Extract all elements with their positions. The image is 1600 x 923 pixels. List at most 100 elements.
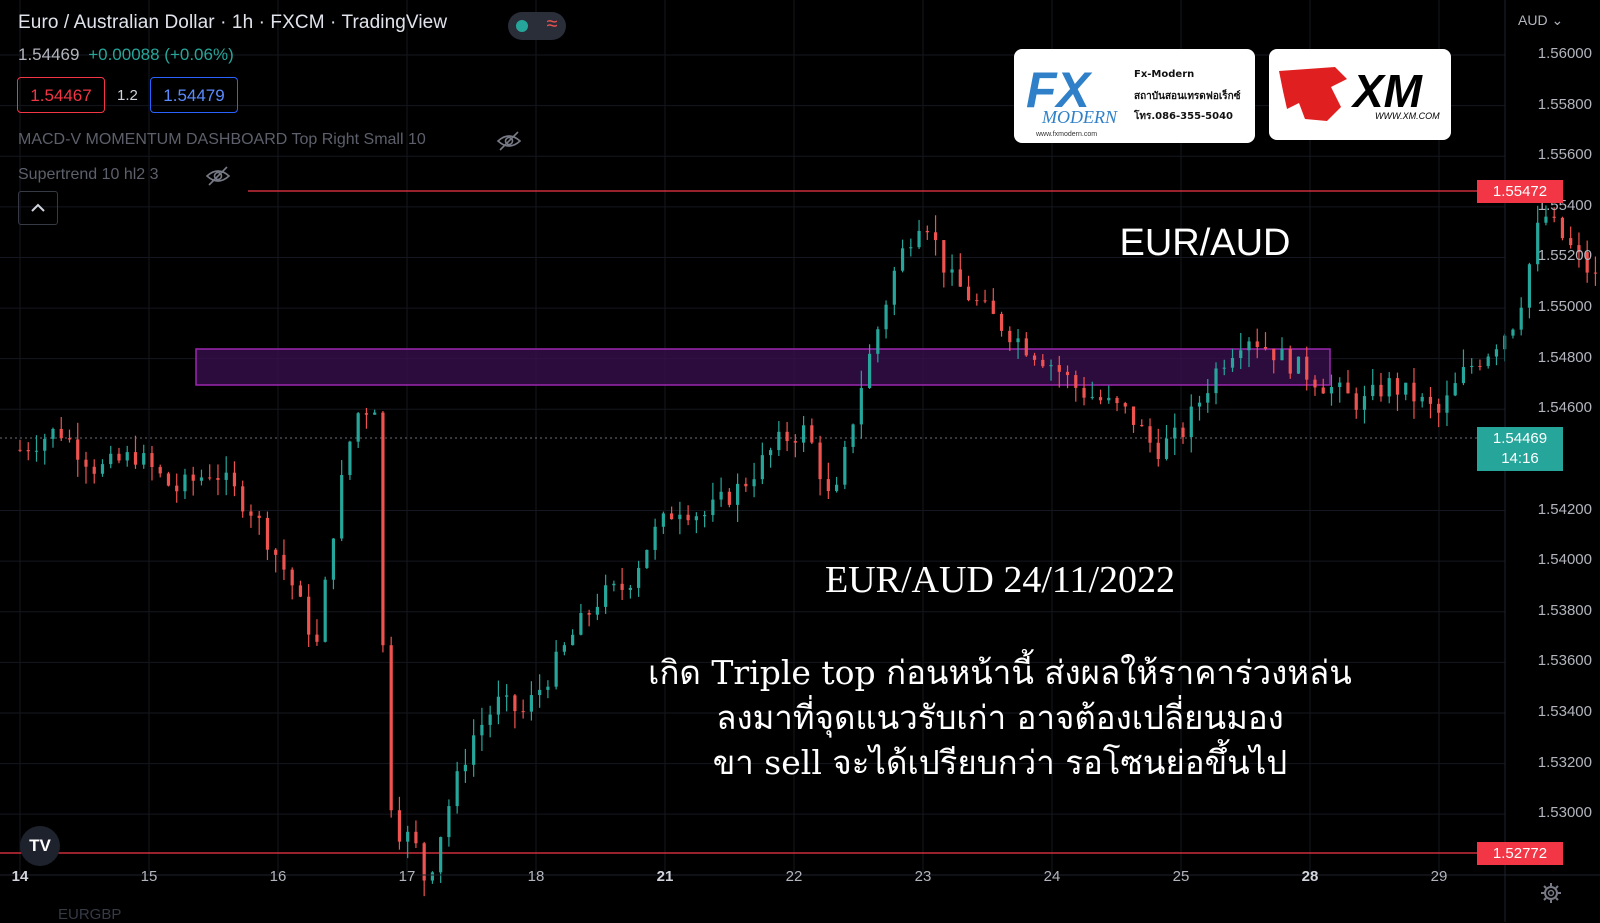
candle-down — [389, 645, 393, 811]
candle-down — [175, 485, 179, 492]
price-axis-label: 1.53400 — [1537, 702, 1592, 720]
candle-down — [1272, 348, 1276, 361]
candle-down — [298, 585, 303, 597]
candle-up — [447, 806, 451, 838]
support-price-tag: 1.52772 — [1477, 842, 1563, 865]
sell-button[interactable]: 1.54467 — [17, 77, 105, 113]
candle-down — [1032, 355, 1037, 360]
candle-down — [670, 513, 674, 520]
candle-up — [1206, 393, 1210, 403]
candle-down — [620, 583, 624, 590]
chevron-up-icon — [31, 203, 45, 212]
collapse-legend-button[interactable] — [18, 191, 58, 225]
candle-up — [892, 270, 896, 305]
candle-down — [59, 428, 63, 439]
candle-down — [76, 439, 80, 460]
time-axis-label: 22 — [785, 868, 803, 885]
candle-up — [439, 837, 443, 873]
candle-down — [282, 554, 286, 570]
candle-down — [1065, 371, 1070, 376]
candle-up — [1247, 341, 1251, 351]
eye-off-icon[interactable] — [496, 130, 522, 157]
candle-up — [711, 499, 715, 516]
time-axis-label: 21 — [656, 868, 674, 885]
candle-down — [933, 232, 938, 241]
candle-up — [1494, 349, 1499, 357]
resistance-price-tag: 1.55472 — [1477, 180, 1563, 203]
xm-brand: XM — [1350, 65, 1424, 117]
candle-down — [1305, 356, 1309, 380]
candle-down — [232, 472, 237, 487]
buy-button[interactable]: 1.54479 — [150, 77, 238, 113]
candle-up — [455, 771, 459, 807]
candle-down — [1593, 272, 1598, 274]
tradingview-logo-icon[interactable]: TV — [20, 826, 60, 866]
candle-up — [1511, 329, 1515, 336]
candle-up — [1544, 216, 1548, 223]
settings-gear-icon[interactable] — [1540, 882, 1562, 909]
spread-value: 1.2 — [117, 87, 138, 104]
candle-up — [876, 329, 880, 354]
candle-up — [1222, 367, 1226, 369]
price-axis-label: 1.54800 — [1537, 348, 1592, 366]
pair-title: EUR/AUD — [1119, 222, 1291, 264]
candle-up — [645, 549, 649, 568]
candle-down — [26, 450, 30, 452]
candle-down — [1123, 403, 1127, 407]
candle-up — [1296, 356, 1301, 374]
candle-down — [18, 449, 22, 451]
xm-logo: XM WWW.XM.COM — [1269, 49, 1451, 140]
candle-up — [538, 689, 542, 696]
analysis-note: เกิด Triple top ก่อนหน้านี้ ส่งผลให้ราคา… — [590, 650, 1410, 785]
candle-up — [752, 479, 756, 487]
date-caption: EUR/AUD 24/11/2022 — [824, 559, 1176, 601]
candle-down — [1041, 359, 1045, 367]
fx-modern-tagline: สถาบันสอนเทรดฟอเร็กซ์ — [1134, 88, 1241, 102]
candle-down — [208, 477, 212, 479]
candle-down — [1024, 338, 1028, 356]
candle-up — [356, 413, 360, 442]
candle-up — [340, 474, 344, 539]
candle-up — [1090, 397, 1094, 399]
last-price-tag-value: 1.54469 — [1492, 430, 1548, 447]
candle-up — [125, 452, 129, 461]
candle-down — [257, 515, 261, 518]
time-axis-label: 15 — [140, 868, 158, 885]
indicator-supertrend-label[interactable]: Supertrend 10 hl2 3 — [18, 166, 159, 183]
price-axis-label: 1.53000 — [1537, 804, 1592, 822]
candle-up — [768, 450, 773, 456]
candle-down — [999, 313, 1004, 331]
wave-icon: ≈ — [546, 13, 558, 35]
candle-up — [1445, 395, 1449, 413]
eye-off-icon[interactable] — [205, 165, 231, 192]
candle-up — [472, 735, 476, 765]
candle-up — [777, 431, 781, 451]
candle-up — [1016, 338, 1020, 343]
candle-up — [637, 567, 641, 588]
candle-down — [1577, 245, 1581, 253]
candle-up — [1486, 356, 1490, 366]
analysis-line-1: เกิด Triple top ก่อนหน้านี้ ส่งผลให้ราคา… — [648, 653, 1352, 692]
candle-up — [1049, 365, 1053, 367]
candle-down — [1181, 427, 1185, 438]
candle-down — [397, 810, 402, 842]
indicator-macd-label[interactable]: MACD-V MOMENTUM DASHBOARD Top Right Smal… — [18, 131, 426, 148]
time-axis-label: 29 — [1430, 868, 1448, 885]
candle-up — [760, 455, 764, 480]
symbol-title[interactable]: Euro / Australian Dollar · 1h · FXCM · T… — [18, 12, 448, 33]
candle-down — [1585, 252, 1589, 273]
candle-up — [505, 695, 509, 697]
time-axis-label: 14 — [11, 868, 29, 885]
candle-down — [1115, 397, 1119, 404]
candle-up — [571, 634, 575, 646]
time-axis-label: 16 — [269, 868, 287, 885]
currency-menu[interactable]: AUD ⌄ — [1518, 12, 1563, 29]
candle-up — [736, 483, 740, 505]
candle-down — [364, 413, 369, 415]
candle-down — [1354, 393, 1358, 410]
candle-down — [1156, 442, 1160, 459]
candle-down — [966, 286, 971, 301]
support-resistance-zone — [195, 348, 1331, 386]
price-axis-label: 1.55600 — [1537, 146, 1592, 164]
candle-up — [1197, 402, 1202, 407]
